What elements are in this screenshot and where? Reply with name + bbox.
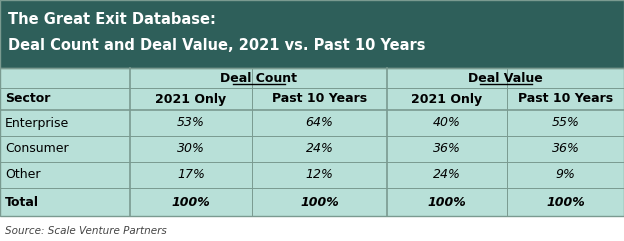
Text: 53%: 53%	[177, 116, 205, 129]
Text: Consumer: Consumer	[5, 142, 69, 155]
Text: 36%: 36%	[433, 142, 461, 155]
Text: Deal Value: Deal Value	[468, 72, 543, 85]
Text: 30%: 30%	[177, 142, 205, 155]
Bar	[0, 68, 624, 216]
Text: Past 10 Years: Past 10 Years	[272, 93, 367, 106]
Text: Deal Count and Deal Value, 2021 vs. Past 10 Years: Deal Count and Deal Value, 2021 vs. Past…	[8, 38, 426, 53]
Text: Deal Count: Deal Count	[220, 72, 297, 85]
Text: Past 10 Years: Past 10 Years	[518, 93, 613, 106]
Text: 100%: 100%	[300, 195, 339, 208]
Text: 12%: 12%	[306, 168, 333, 181]
Text: 40%: 40%	[433, 116, 461, 129]
Text: 36%: 36%	[552, 142, 580, 155]
Text: 100%: 100%	[546, 195, 585, 208]
Bar	[0, 0, 624, 68]
Text: 55%: 55%	[552, 116, 580, 129]
Text: 24%: 24%	[433, 168, 461, 181]
Text: 100%: 100%	[172, 195, 210, 208]
Text: Other: Other	[5, 168, 41, 181]
Text: 64%: 64%	[306, 116, 333, 129]
Text: 100%: 100%	[427, 195, 466, 208]
Text: 2021 Only: 2021 Only	[411, 93, 482, 106]
Text: The Great Exit Database:: The Great Exit Database:	[8, 12, 216, 27]
Text: Enterprise: Enterprise	[5, 116, 69, 129]
Text: 24%: 24%	[306, 142, 333, 155]
Text: Total: Total	[5, 195, 39, 208]
Text: 2021 Only: 2021 Only	[155, 93, 227, 106]
Text: Source: Scale Venture Partners: Source: Scale Venture Partners	[5, 226, 167, 236]
Bar	[0, 0, 624, 68]
Text: 9%: 9%	[555, 168, 575, 181]
Text: Sector: Sector	[5, 93, 51, 106]
Text: 17%: 17%	[177, 168, 205, 181]
Bar	[0, 68, 624, 216]
